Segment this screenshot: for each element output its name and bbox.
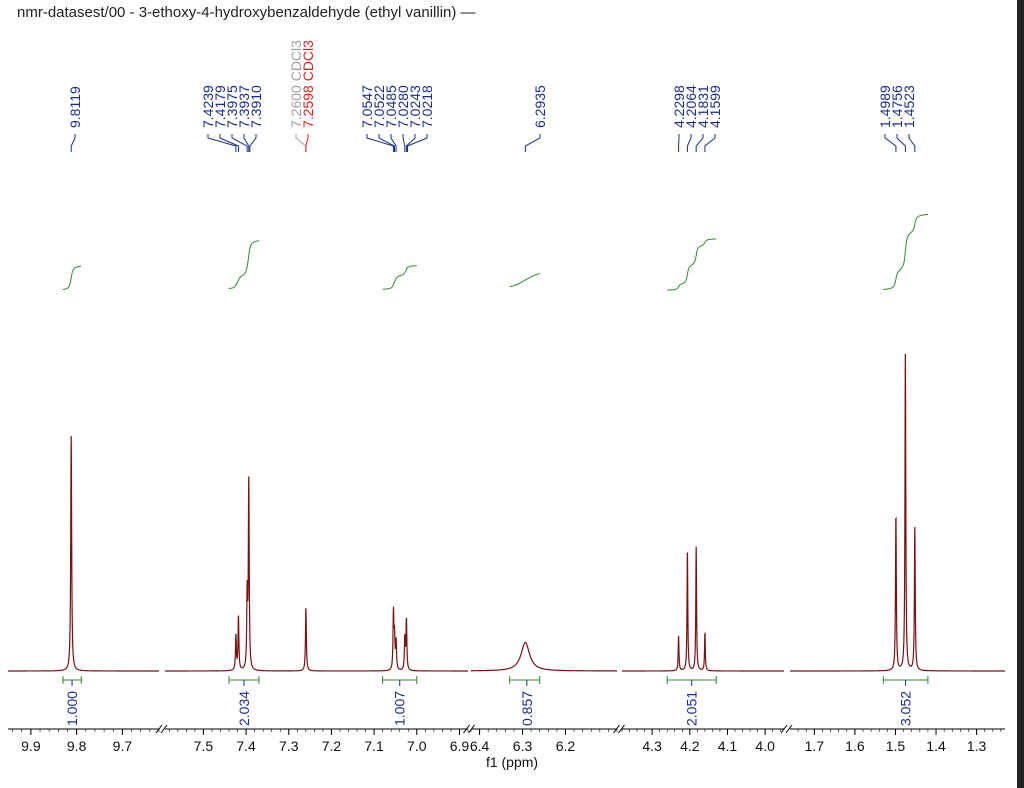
spectrum-segment-4 xyxy=(790,353,1005,672)
tick-label: 7.2 xyxy=(322,738,342,754)
peak-label-connector xyxy=(908,134,916,152)
peak-label-connector xyxy=(219,134,239,152)
peak-label-connector xyxy=(524,134,541,152)
integral-curve xyxy=(62,265,82,291)
peak-label-connector xyxy=(884,134,897,152)
peak-label: 7.0243 xyxy=(407,85,423,128)
peak-label: 4.2064 xyxy=(683,85,699,128)
tick-label: 4.1 xyxy=(718,738,738,754)
axis-break-mark xyxy=(463,724,470,734)
peak-label: 1.4756 xyxy=(889,85,905,128)
tick-label: 4.0 xyxy=(755,738,775,754)
tick-label: 7.3 xyxy=(279,738,299,754)
peak-label: 7.0522 xyxy=(371,85,387,128)
peak-label: 7.2600 CDCl3 xyxy=(288,40,304,128)
peak-label: 7.0547 xyxy=(359,85,375,128)
tick-label: 1.4 xyxy=(926,738,946,754)
peak-label: 1.4523 xyxy=(901,85,917,128)
peak-label-connector xyxy=(402,134,406,152)
axis-break-mark xyxy=(160,724,168,734)
chart-title: nmr-datasest/00 - 3-ethoxy-4-hydroxybenz… xyxy=(17,4,476,21)
scrollbar[interactable] xyxy=(1017,0,1024,788)
tick-label: 9.7 xyxy=(113,738,133,754)
peak-label: 7.3937 xyxy=(236,85,252,128)
integral-value-label: 1.000 xyxy=(64,691,80,726)
peak-label-connector xyxy=(366,134,394,152)
tick-label: 7.5 xyxy=(194,738,214,754)
tick-label: 7.1 xyxy=(364,738,384,754)
integral-value-label: 2.034 xyxy=(236,691,252,726)
tick-label: 7.4 xyxy=(236,738,256,754)
peak-label-connector xyxy=(207,134,237,152)
peak-label-connector xyxy=(695,134,704,152)
tick-label: 9.9 xyxy=(21,738,41,754)
peak-label-connector xyxy=(243,134,250,152)
peak-label: 7.4179 xyxy=(212,85,228,128)
peak-label-connector xyxy=(896,134,906,152)
tick-label: 6.3 xyxy=(513,738,533,754)
integral-value-label: 0.857 xyxy=(519,691,535,726)
peak-label-connector xyxy=(295,134,307,152)
integral-curve xyxy=(228,240,259,290)
tick-label: 6.9 xyxy=(450,738,470,754)
peak-label: 7.4239 xyxy=(200,85,216,128)
spectrum-segment-2 xyxy=(471,641,617,672)
axis-break-mark xyxy=(155,724,163,734)
spectrum-segment-3 xyxy=(622,546,784,672)
tick-label: 1.3 xyxy=(967,738,987,754)
peak-label: 4.1831 xyxy=(695,85,711,128)
axis-break-mark xyxy=(785,724,793,734)
peak-label-connector xyxy=(405,134,416,152)
peak-label: 6.2935 xyxy=(532,85,548,128)
peak-label-connector xyxy=(231,134,248,152)
axis-break-mark xyxy=(613,724,620,734)
tick-label: 6.2 xyxy=(556,738,576,754)
spectrum-segment-0 xyxy=(8,436,159,672)
tick-label: 1.6 xyxy=(845,738,865,754)
integral-curve xyxy=(382,265,417,290)
x-axis-label: f1 (ppm) xyxy=(486,754,538,770)
peak-label-connector xyxy=(390,134,397,152)
peak-label: 7.0485 xyxy=(383,85,399,128)
spectrum-segment-1 xyxy=(165,476,468,672)
integral-curve xyxy=(509,273,540,288)
peak-label: 7.3910 xyxy=(248,85,264,128)
peak-label-connector xyxy=(406,134,428,152)
peak-label-connector xyxy=(704,134,716,152)
peak-label: 4.1599 xyxy=(707,85,723,128)
integral-value-label: 1.007 xyxy=(392,691,408,726)
integral-value-label: 3.052 xyxy=(898,691,914,726)
peak-label-connector xyxy=(249,134,257,152)
peak-label: 7.0280 xyxy=(395,85,411,128)
tick-label: 4.2 xyxy=(680,738,700,754)
peak-label-connector xyxy=(378,134,396,152)
axis-break-mark xyxy=(468,724,475,734)
tick-label: 1.7 xyxy=(805,738,825,754)
peak-label: 7.2598 CDCl3 xyxy=(300,40,316,128)
peak-label: 7.3975 xyxy=(224,85,240,128)
tick-label: 9.8 xyxy=(67,738,87,754)
peak-label: 9.8119 xyxy=(67,86,83,128)
integral-curve xyxy=(667,238,717,291)
peak-label-connector xyxy=(70,134,76,152)
tick-label: 6.4 xyxy=(470,738,490,754)
peak-label-connector xyxy=(686,134,692,152)
tick-label: 7.0 xyxy=(407,738,427,754)
axis-break-mark xyxy=(780,724,788,734)
tick-label: 4.3 xyxy=(642,738,662,754)
peak-label-connector xyxy=(305,134,309,152)
peak-label: 4.2298 xyxy=(671,85,687,128)
tick-label: 1.5 xyxy=(886,738,906,754)
peak-label: 7.0218 xyxy=(419,85,435,128)
integral-value-label: 2.051 xyxy=(684,691,700,726)
integral-curve xyxy=(883,213,928,290)
peak-label: 1.4989 xyxy=(877,85,893,128)
axis-break-mark xyxy=(618,724,625,734)
